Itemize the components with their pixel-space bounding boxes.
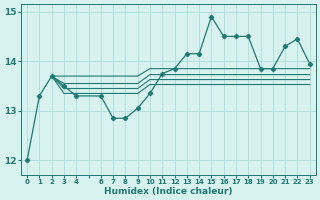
X-axis label: Humidex (Indice chaleur): Humidex (Indice chaleur) — [104, 187, 233, 196]
